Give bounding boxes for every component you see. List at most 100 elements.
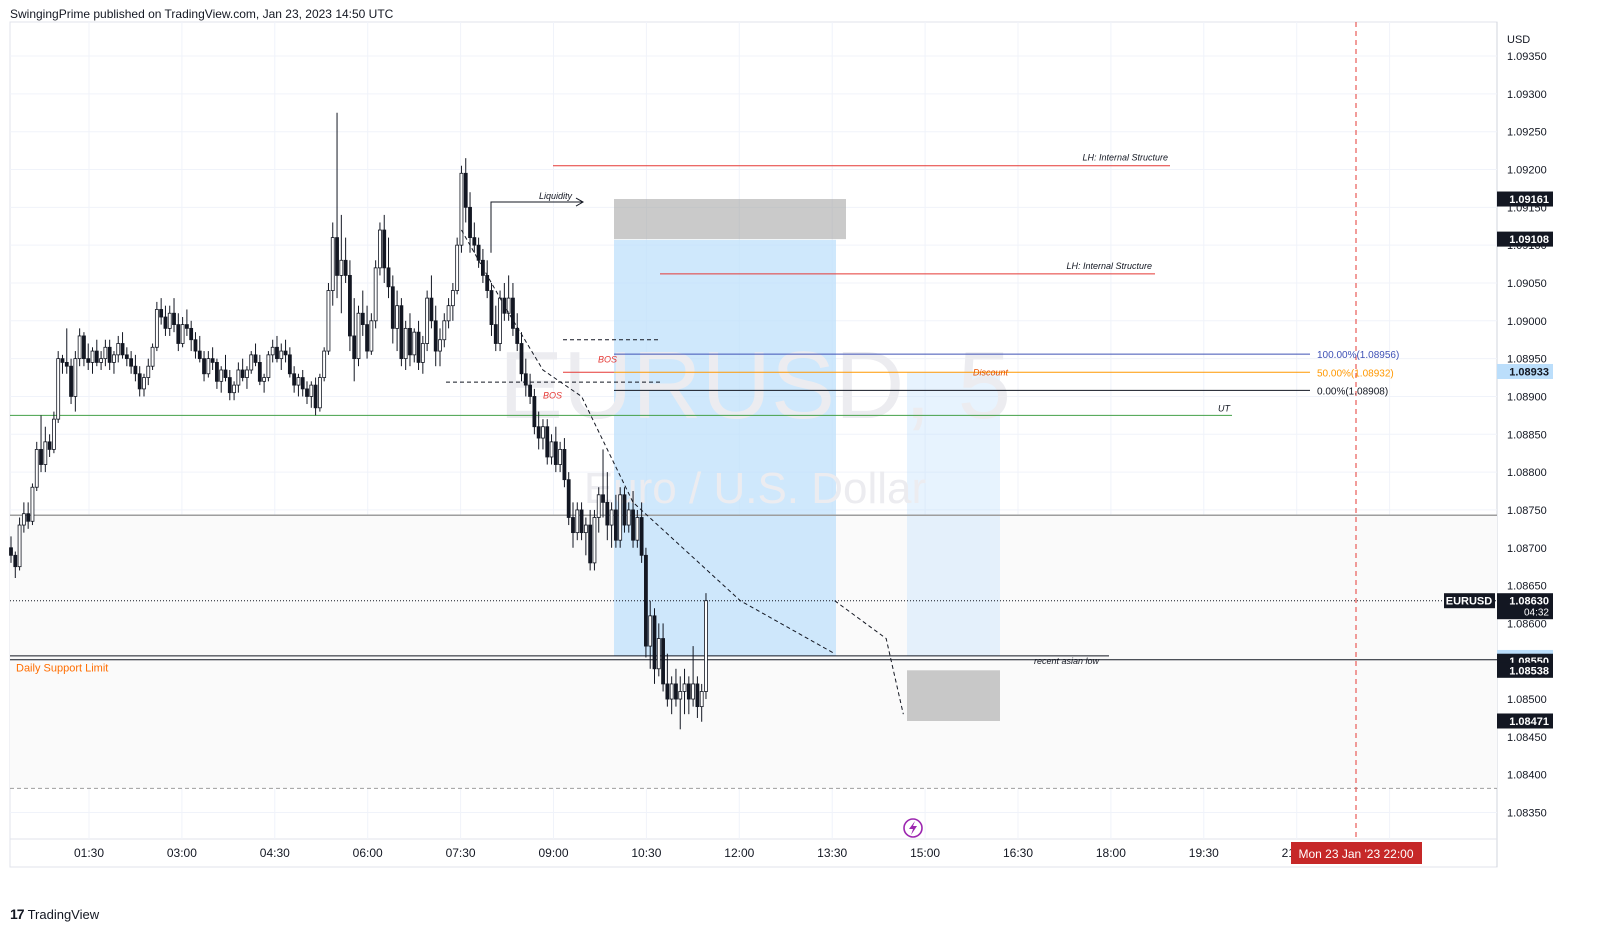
candle-body: [476, 244, 481, 261]
candle-body: [232, 384, 236, 394]
candle-body: [159, 309, 164, 318]
lightning-icon[interactable]: [903, 818, 923, 838]
demand-zone: [907, 670, 1000, 721]
candle-body: [485, 275, 490, 291]
candle-body: [661, 638, 665, 685]
candle-body: [618, 494, 623, 541]
candle-body: [82, 335, 86, 360]
candle-body: [438, 339, 442, 352]
candle-body: [73, 358, 78, 397]
candle-body: [262, 377, 267, 382]
candle-body: [202, 358, 206, 375]
candle-body: [245, 369, 249, 378]
candle-body: [330, 237, 335, 291]
time-tick-label: 04:30: [260, 846, 290, 860]
candle-body: [459, 172, 464, 246]
tradingview-logo-icon: 17: [10, 906, 25, 922]
candle-body: [223, 369, 228, 378]
candle-body: [468, 206, 472, 238]
candle-body: [184, 324, 189, 329]
candle-body: [558, 449, 563, 465]
brand-footer[interactable]: 17 TradingView: [10, 906, 99, 922]
level-lines: [10, 22, 1497, 839]
candle-body: [189, 327, 194, 341]
candle-body: [227, 377, 232, 394]
candle-body: [562, 449, 567, 481]
time-axis[interactable]: 01:30 03:00 04:30 06:00 07:30 09:00 10:30 12:00…: [74, 846, 1397, 860]
time-marker-tag: Mon 23 Jan '23 22:00: [1291, 842, 1422, 864]
candle-body: [390, 286, 395, 329]
candle-body: [326, 290, 331, 352]
candle-body: [566, 479, 571, 518]
price-tick-label: 1.09000: [1507, 316, 1547, 328]
candle-body: [613, 509, 618, 541]
candle-body: [412, 331, 417, 356]
candle-body: [215, 362, 219, 382]
time-tick-label: 01:30: [74, 846, 104, 860]
price-tag-box: [1497, 662, 1553, 678]
candle-body: [386, 267, 391, 288]
price-tag-box: [1497, 191, 1553, 207]
candle-body: [17, 524, 22, 568]
candle-body: [596, 494, 601, 518]
price-axis[interactable]: USD 1.093501.093001.092501.092001.091501…: [1507, 34, 1547, 820]
candle-body: [64, 362, 69, 367]
candle-body: [682, 683, 687, 692]
candle-body: [665, 683, 670, 700]
candle-body: [292, 373, 297, 386]
candle-body: [639, 517, 644, 556]
candle-body: [21, 513, 26, 526]
price-tag-label: 1.09161: [1509, 194, 1549, 206]
time-tick-label: 07:30: [446, 846, 476, 860]
publisher-header: SwingingPrime published on TradingView.c…: [10, 7, 394, 21]
candle-body: [275, 346, 279, 360]
candle-body: [236, 369, 241, 386]
price-tick-label: 1.09250: [1507, 127, 1547, 139]
time-tick-label: 06:00: [353, 846, 383, 860]
candle-body: [112, 354, 116, 363]
liquidity-arrow: [490, 201, 582, 253]
candle-body: [60, 358, 65, 363]
price-tick-label: 1.08450: [1507, 732, 1547, 744]
candle-body: [305, 388, 309, 397]
candle-body: [356, 312, 361, 360]
time-tick-label: 09:00: [538, 846, 568, 860]
price-tag-label: 1.08471: [1509, 716, 1549, 728]
candle-body: [116, 343, 121, 356]
fib-100-label: 100.00%(1.08956): [1317, 350, 1399, 361]
candle-body: [94, 350, 99, 363]
supply-zone: [614, 199, 846, 240]
price-tag-box: [1497, 713, 1553, 729]
time-marker-label: Mon 23 Jan '23 22:00: [1298, 847, 1413, 861]
candle-body: [583, 524, 588, 534]
candle-body: [163, 316, 168, 329]
candle-body: [240, 369, 245, 378]
time-tick-label: 10:30: [631, 846, 661, 860]
lh-label-1: LH: Internal Structure: [1082, 153, 1168, 163]
time-tick-label: 03:00: [167, 846, 197, 860]
candle-body: [317, 377, 322, 409]
price-tick-label: 1.09050: [1507, 278, 1547, 290]
support-label: Daily Support Limit: [16, 663, 108, 675]
candle-body: [150, 346, 155, 367]
candle-body: [348, 275, 352, 337]
brand-name: TradingView: [27, 906, 100, 922]
liquidity-label: Liquidity: [539, 191, 573, 201]
candle-body: [167, 312, 172, 329]
discount-label: Discount: [973, 367, 1009, 377]
candle-body: [446, 305, 451, 322]
time-tick-label: 15:00: [910, 846, 940, 860]
candle-body: [575, 509, 580, 534]
candle-body: [283, 350, 288, 356]
price-tick-label: 1.09350: [1507, 51, 1547, 63]
candle-body: [77, 335, 82, 360]
candle-body: [455, 244, 460, 291]
candle-body: [287, 354, 292, 375]
bos-label-2: BOS: [543, 391, 562, 401]
price-tick-label: 1.08750: [1507, 505, 1547, 517]
candle-body: [365, 324, 369, 352]
candle-body: [395, 305, 400, 329]
price-tag-box: [1497, 231, 1553, 247]
